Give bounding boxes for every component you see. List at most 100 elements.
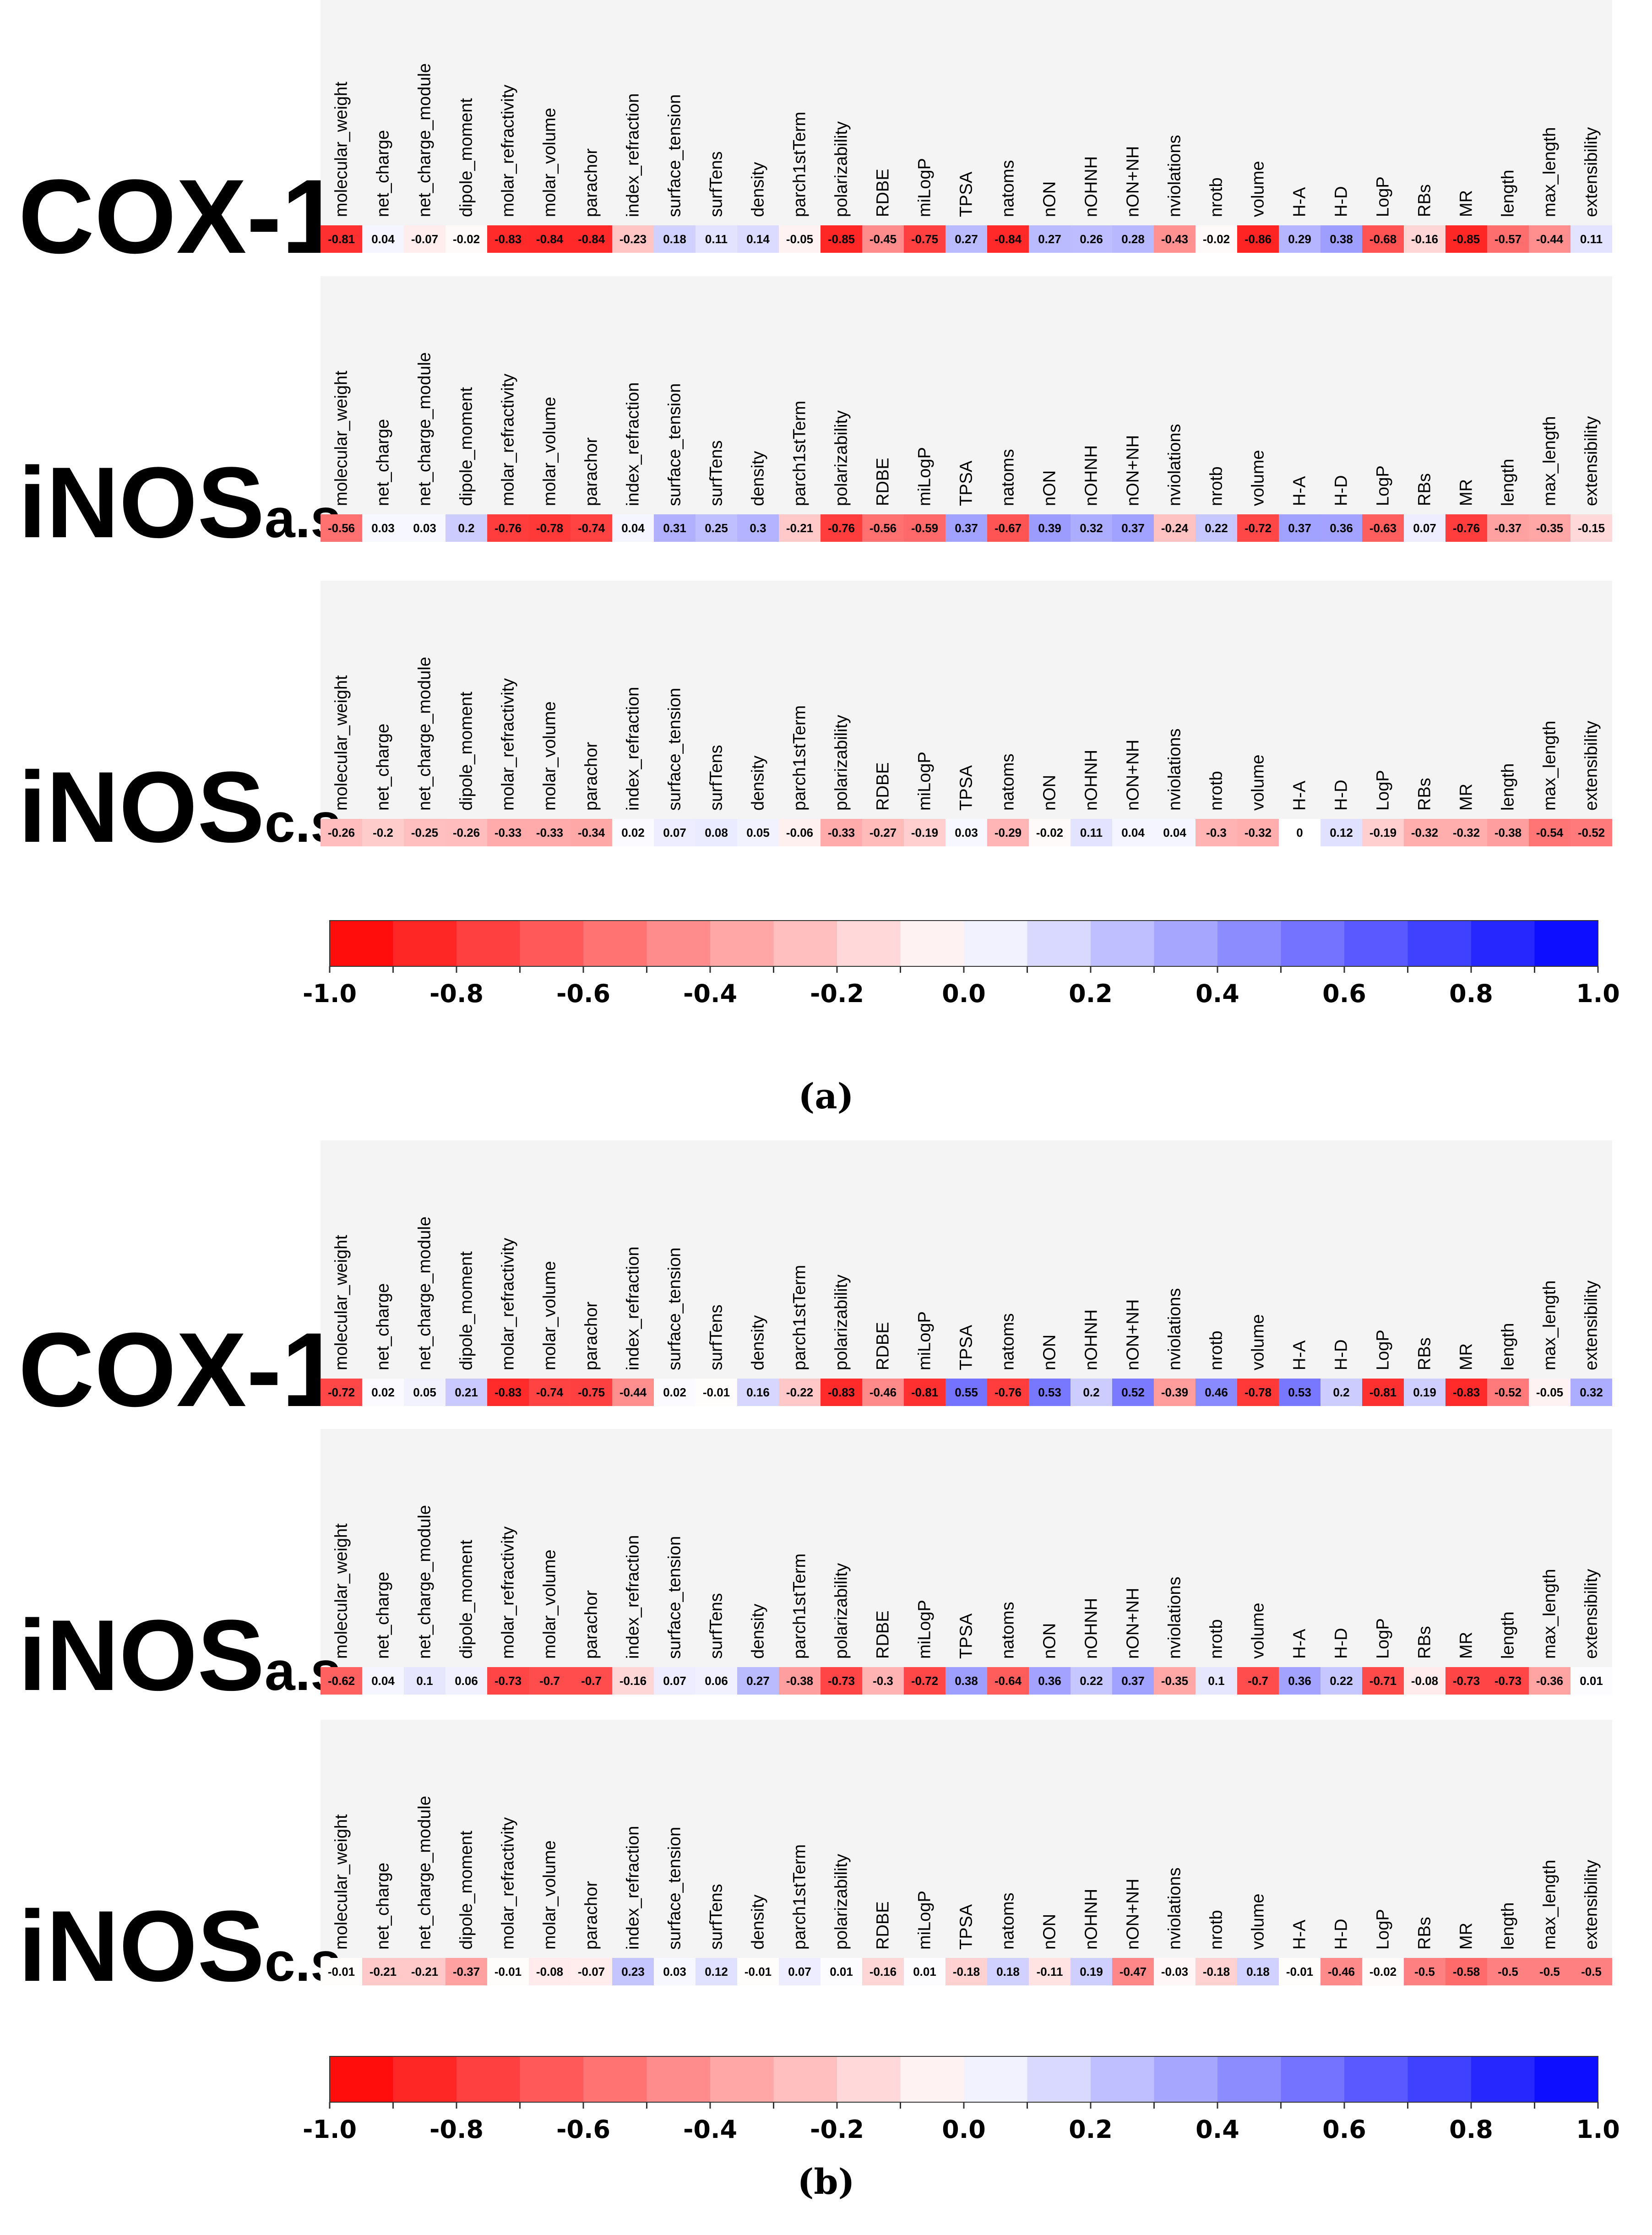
heatmap-cell xyxy=(362,514,404,542)
descriptor-label: density xyxy=(749,1315,768,1370)
colorbar-segment xyxy=(1154,2056,1218,2102)
cell-value-label: -0.57 xyxy=(1494,232,1522,246)
heatmap-cell xyxy=(1529,225,1570,253)
heatmap-cell xyxy=(321,1667,362,1695)
cell-value-label: -0.75 xyxy=(578,1385,605,1399)
descriptor-label: molar_refractivity xyxy=(499,1238,518,1370)
descriptor-label: MR xyxy=(1457,784,1476,811)
heatmap-cell xyxy=(946,514,987,542)
heatmap-cell xyxy=(1154,1667,1196,1695)
descriptor-label: nrotb xyxy=(1207,466,1226,506)
heatmap-cell xyxy=(612,819,654,846)
heatmap-cell xyxy=(1570,819,1612,846)
descriptor-label: parachor xyxy=(582,1881,601,1950)
heatmap-cell xyxy=(362,225,404,253)
cell-value-label: -0.25 xyxy=(411,826,438,839)
heatmap-cell xyxy=(654,819,696,846)
heatmap-cell xyxy=(1112,819,1154,846)
heatmap-cell xyxy=(571,514,612,542)
descriptor-label: surfTens xyxy=(707,440,726,506)
colorbar-segment xyxy=(393,2056,457,2102)
descriptor-label: MR xyxy=(1457,1632,1476,1659)
heatmap-cell xyxy=(862,819,904,846)
heatmap-cell xyxy=(1404,819,1446,846)
cell-value-label: 0.04 xyxy=(1121,826,1145,839)
cell-value-label: -0.68 xyxy=(1369,232,1397,246)
descriptor-label: nON xyxy=(1040,470,1060,506)
heatmap-cell xyxy=(904,819,946,846)
heatmap-cell xyxy=(862,225,904,253)
descriptor-label: MR xyxy=(1457,190,1476,217)
descriptor-label: TPSA xyxy=(957,460,976,506)
cell-value-label: 0.55 xyxy=(955,1385,978,1399)
cell-value-label: -0.85 xyxy=(1453,232,1480,246)
cell-value-label: -0.86 xyxy=(1244,232,1272,246)
heatmap-cell xyxy=(1321,225,1362,253)
descriptor-label: nOHNH xyxy=(1082,1598,1101,1659)
heatmap-cell xyxy=(362,1379,404,1406)
heatmap-cell xyxy=(1279,1958,1321,1985)
colorbar-tick-label: -0.2 xyxy=(810,979,864,1008)
descriptor-label: net_charge_module xyxy=(415,352,435,506)
heatmap-cell xyxy=(1321,1379,1362,1406)
descriptor-label: max_length xyxy=(1540,1281,1560,1370)
heatmap-cell xyxy=(404,225,446,253)
cell-value-label: -0.06 xyxy=(786,826,813,839)
cell-value-label: 0.07 xyxy=(788,1965,811,1979)
heatmap-cell xyxy=(1237,1379,1279,1406)
descriptor-label: length xyxy=(1499,458,1518,506)
cell-value-label: 0.37 xyxy=(1121,521,1145,535)
descriptor-label: TPSA xyxy=(957,765,976,811)
heatmap-cell xyxy=(1029,514,1071,542)
cell-value-label: -0.33 xyxy=(495,826,522,839)
heatmap-cell xyxy=(904,1667,946,1695)
heatmap-cell xyxy=(1071,1379,1112,1406)
heatmap-cell xyxy=(821,819,862,846)
heatmap-cell xyxy=(1362,1667,1404,1695)
heatmap-cell xyxy=(362,1667,404,1695)
heatmap-cell xyxy=(779,1667,821,1695)
cell-value-label: 0.18 xyxy=(663,232,686,246)
descriptor-label: volume xyxy=(1249,450,1268,507)
cell-value-label: 0.02 xyxy=(371,1385,395,1399)
colorbar-segment xyxy=(964,921,1027,966)
cell-value-label: 0 xyxy=(1296,826,1303,839)
cell-value-label: -0.52 xyxy=(1494,1385,1522,1399)
heatmap-cell xyxy=(1487,1667,1529,1695)
cell-value-label: 0.2 xyxy=(1083,1385,1099,1399)
descriptor-label: parch1stTerm xyxy=(790,1554,810,1659)
descriptor-label: density xyxy=(749,756,768,811)
heatmap-cell xyxy=(1279,819,1321,846)
cell-value-label: 0.03 xyxy=(371,521,395,535)
descriptor-label: nOHNH xyxy=(1082,445,1101,506)
descriptor-label: volume xyxy=(1249,1603,1268,1659)
heatmap-cell xyxy=(1196,514,1237,542)
heatmap-cell xyxy=(987,819,1029,846)
cell-value-label: 0.27 xyxy=(1038,232,1061,246)
descriptor-label: LogP xyxy=(1374,465,1393,506)
heatmap-cell xyxy=(571,1667,612,1695)
heatmap-cell xyxy=(1154,819,1196,846)
heatmap-cell xyxy=(487,514,529,542)
cell-value-label: -0.03 xyxy=(1161,1965,1188,1979)
cell-value-label: -0.3 xyxy=(873,1674,893,1688)
cell-value-label: -0.38 xyxy=(1494,826,1522,839)
heatmap-cell xyxy=(321,1379,362,1406)
heatmap-cell xyxy=(1279,1379,1321,1406)
heatmap-cell xyxy=(1237,1958,1279,1985)
cell-value-label: 0.52 xyxy=(1121,1385,1145,1399)
cell-value-label: 0.22 xyxy=(1080,1674,1103,1688)
descriptor-label: surface_tension xyxy=(665,383,685,506)
colorbar-segment xyxy=(837,2056,901,2102)
heatmap-cell xyxy=(654,225,696,253)
heatmap-cell xyxy=(487,225,529,253)
descriptor-label: nviolations xyxy=(1165,1867,1185,1950)
heatmap-cell xyxy=(696,225,737,253)
heatmap-cell xyxy=(362,1958,404,1985)
heatmap-cell xyxy=(1570,1958,1612,1985)
descriptor-label: parachor xyxy=(582,437,601,506)
colorbar-segment xyxy=(710,921,774,966)
descriptor-label: surface_tension xyxy=(665,1536,685,1659)
